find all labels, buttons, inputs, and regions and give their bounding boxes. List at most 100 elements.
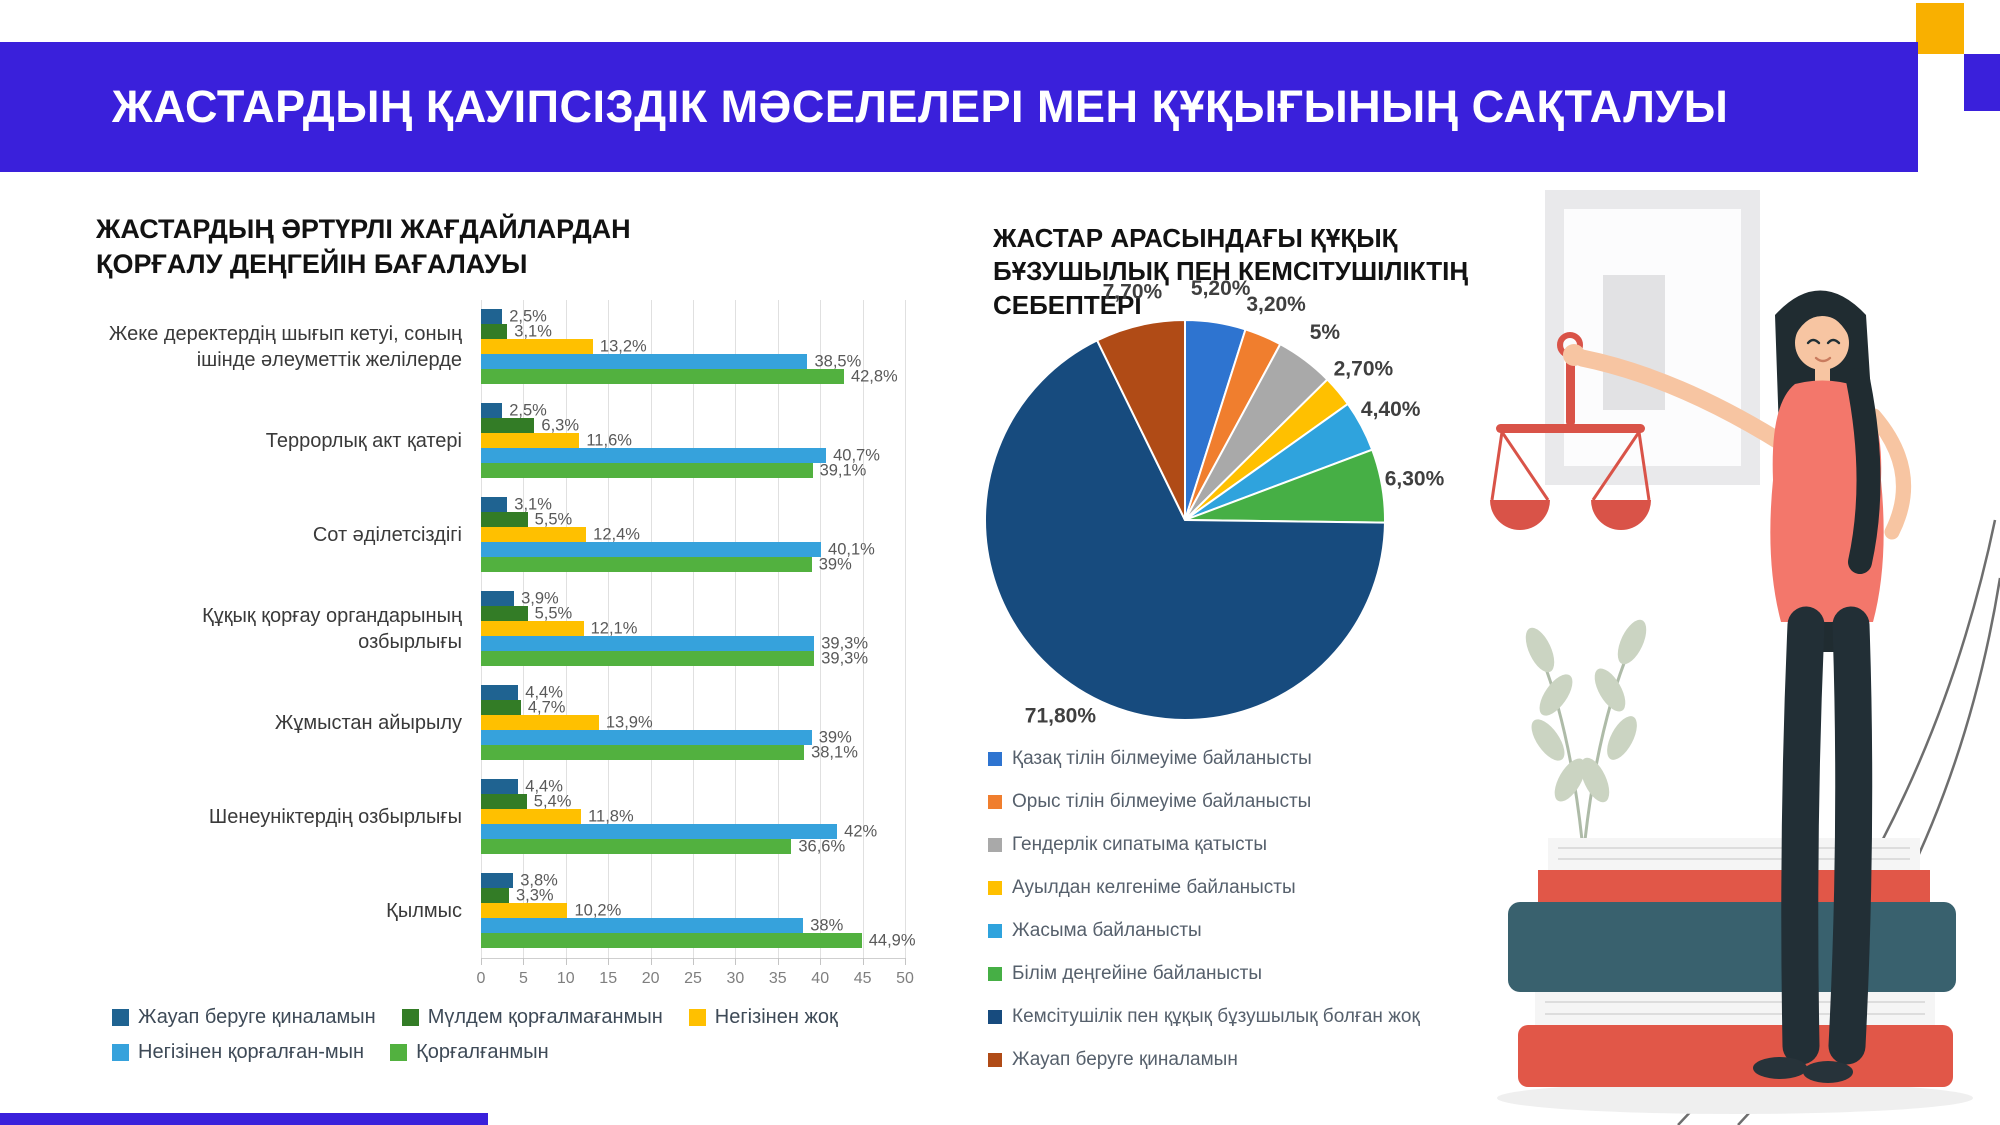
pie-value-label: 5,20% (1191, 277, 1251, 300)
legend-item: Гендерлік сипатыма қатысты (988, 834, 1420, 856)
bar-value-label: 4,7% (527, 698, 566, 716)
bar-value-label: 36,6% (798, 837, 846, 855)
bar (481, 933, 862, 948)
legend-swatch (988, 838, 1002, 852)
plant-leaves (1525, 619, 1647, 841)
gridline (777, 300, 779, 958)
tick-mark (862, 958, 864, 965)
legend-label: Жауап беруге қиналамын (1012, 1049, 1238, 1070)
bar-value-label: 6,3% (541, 416, 580, 434)
legend-swatch (401, 1009, 419, 1026)
hip-arm (1866, 408, 1911, 540)
legend-swatch (988, 967, 1002, 981)
shoe-left (1753, 1057, 1807, 1079)
bar (481, 512, 528, 527)
bar (481, 873, 514, 888)
bar (481, 309, 503, 324)
legend-label: Негізінен жоқ (714, 1006, 838, 1028)
hair-fringe (1793, 294, 1851, 340)
legend-item: Қазақ тілін білмеуіме байланысты (988, 748, 1420, 770)
x-tick-label: 45 (853, 970, 872, 987)
bar (481, 463, 813, 478)
bar-value-label: 39,3% (821, 634, 869, 652)
bar (481, 824, 838, 839)
leg-left (1781, 606, 1825, 1065)
legend-label: Орыс тілін білмеуіме байланысты (1012, 791, 1312, 812)
legend-item: Мүлдем қорғалмағанмын (401, 1006, 663, 1029)
raised-arm (1573, 349, 1799, 457)
bar-chart-title: ЖАСТАРДЫҢ ӘРТҮРЛІ ЖАҒДАЙЛАРДАН ҚОРҒАЛУ Д… (96, 214, 631, 279)
x-tick-label: 10 (556, 970, 575, 987)
x-tick-label: 35 (768, 970, 787, 987)
legend-item: Ауылдан келгеніме байланысты (988, 877, 1420, 899)
pie-chart-title: ЖАСТАР АРАСЫНДАҒЫ ҚҰҚЫҚ БҰЗУШЫЛЫҚ ПЕН КЕ… (993, 223, 1469, 320)
pie-value-label: 3,20% (1246, 293, 1306, 316)
book-stack (1508, 838, 1956, 1087)
legend-swatch (988, 1053, 1002, 1067)
legend-item: Қорғалғанмын (390, 1041, 549, 1064)
bar (481, 745, 805, 760)
legend-item: Кемсітушілік пен құқық бұзушылық болған … (988, 1006, 1420, 1028)
legend-swatch (390, 1044, 408, 1061)
hair-front (1846, 368, 1881, 574)
bar (481, 809, 582, 824)
bar-value-label: 5,4% (533, 792, 572, 810)
bar (481, 433, 580, 448)
tick-mark (820, 958, 822, 965)
pie-value-label: 5% (1310, 321, 1341, 344)
bar-value-label: 3,8% (520, 871, 558, 889)
pie-slice (984, 339, 1386, 721)
bar (481, 448, 827, 463)
legend-item: Орыс тілін білмеуіме байланысты (988, 791, 1420, 813)
legend-label: Жасыма байланысты (1012, 920, 1202, 941)
bar-value-label: 13,9% (605, 713, 653, 731)
page-title: ЖАСТАРДЫҢ ҚАУІПСІЗДІК МӘСЕЛЕЛЕРІ МЕН ҚҰҚ… (112, 81, 1729, 132)
bar-value-label: 42,8% (850, 367, 898, 385)
legend-label: Білім деңгейіне байланысты (1012, 963, 1263, 984)
tick-mark (565, 958, 567, 965)
legend-swatch (988, 795, 1002, 809)
bar-value-label: 39% (818, 555, 852, 573)
bar (481, 779, 519, 794)
bar-value-label: 40,7% (833, 446, 880, 464)
gridline (650, 300, 652, 958)
bar (481, 542, 822, 557)
bar-value-label: 2,5% (509, 401, 547, 419)
legend-item: Жауап беруге қиналамын (988, 1049, 1420, 1071)
legend-label: Негізінен қорғалған-мын (138, 1041, 365, 1063)
legend-label: Жауап беруге қиналамын (138, 1006, 376, 1028)
legend-item: Жасыма байланысты (988, 920, 1420, 942)
pie-chart: 5,20%3,20%5% 2,70% 4,40% 6,30% 71,80% 7,70% (984, 277, 1445, 727)
bar-value-label: 3,1% (514, 495, 552, 513)
bar (481, 339, 593, 354)
gridline (905, 300, 906, 958)
legend-item: Негізінен қорғалған-мын (112, 1041, 364, 1064)
bar-value-label: 44,9% (868, 931, 916, 949)
legend-label: Кемсітушілік пен құқық бұзушылық болған … (1012, 1006, 1420, 1027)
legend-label: Гендерлік сипатыма қатысты (1012, 834, 1268, 855)
tick-mark (693, 958, 694, 965)
category-label: Террорлық акт қатері (265, 430, 462, 452)
bar-value-label: 39,3% (821, 649, 869, 667)
bar-value-label: 38,5% (814, 352, 862, 370)
legend-item: Білім деңгейіне байланысты (988, 963, 1420, 985)
x-tick-label: 0 (476, 970, 486, 987)
legend-swatch (988, 1010, 1002, 1024)
legend-swatch (988, 924, 1002, 938)
corner-yellow-square (1916, 3, 1964, 54)
picture-frame (1545, 190, 1760, 485)
pie-value-label: 4,40% (1361, 398, 1421, 421)
bar-chart-categories: Жеке деректердің шығып кетуі, соның ішін… (96, 300, 462, 958)
gridline (693, 300, 694, 958)
bar (481, 651, 815, 666)
gridline (735, 300, 737, 958)
legend-row: Негізінен қорғалған-мын Қорғалғанмын (112, 1041, 892, 1064)
shoe-right (1803, 1061, 1853, 1083)
pie-value-label: 7,70% (1103, 281, 1163, 304)
x-tick-label: 15 (599, 970, 618, 987)
bar (481, 700, 521, 715)
bar-value-label: 3,3% (515, 886, 554, 904)
woman-figure (1563, 290, 1911, 1083)
neck (1815, 366, 1830, 382)
